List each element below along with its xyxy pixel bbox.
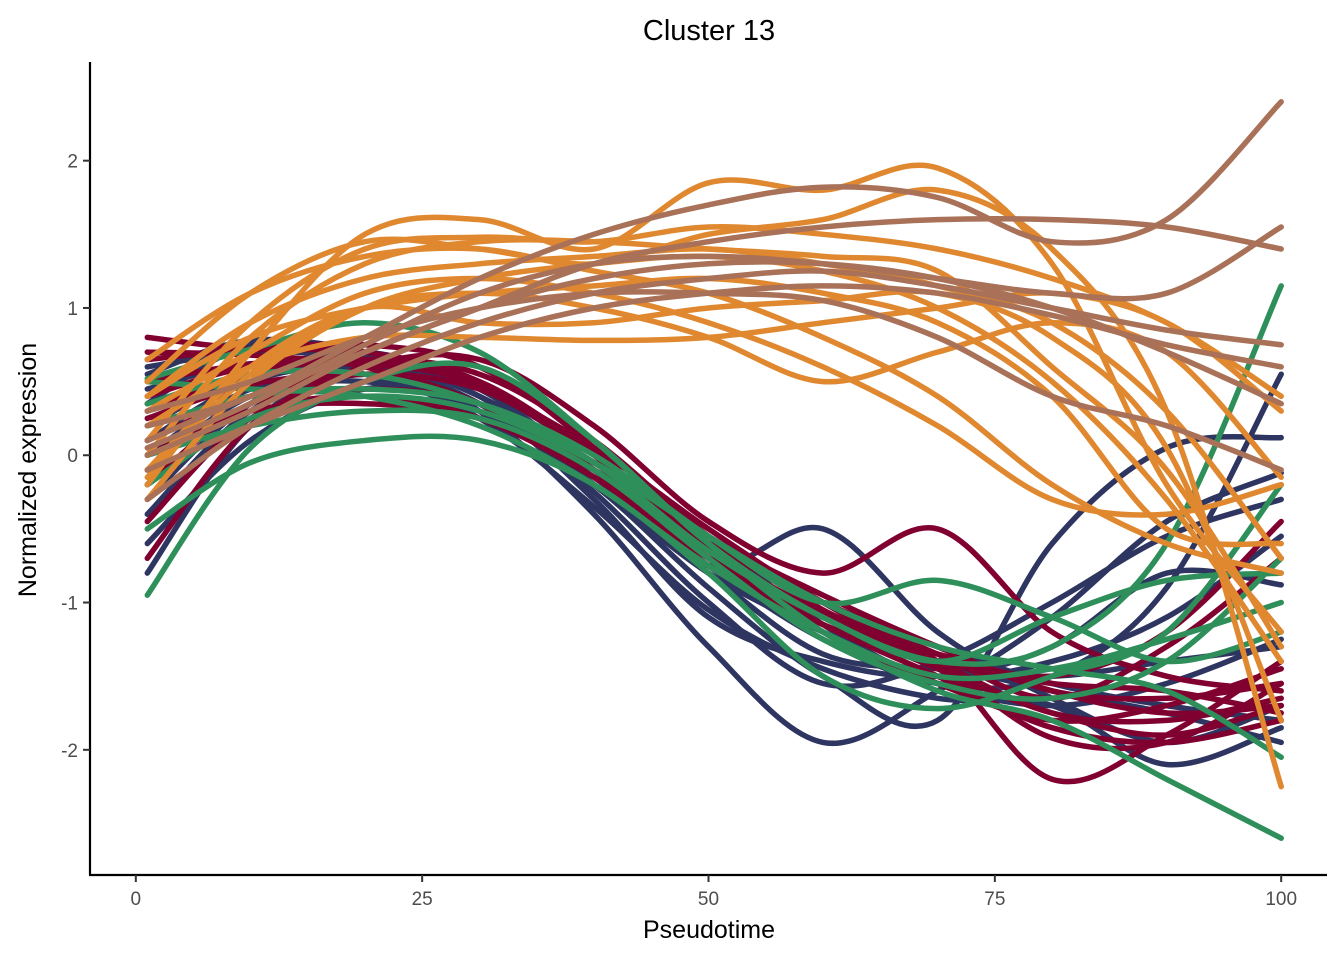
series-line-46 (144, 268, 1284, 503)
x-axis-label: Pseudotime (643, 916, 775, 944)
series-layer (144, 99, 1284, 841)
y-axis-label: Normalized expression (14, 343, 42, 597)
y-tick-label: 0 (67, 446, 78, 467)
x-tick-label: 50 (698, 889, 719, 910)
y-tick-label: 1 (67, 299, 78, 320)
series-line-26 (144, 319, 1284, 841)
y-tick-label: 2 (67, 152, 78, 173)
series-line-49 (144, 283, 1284, 473)
series-line-36 (144, 288, 1284, 724)
series-line-27 (144, 433, 1284, 712)
series-line-30 (144, 367, 1284, 665)
series-line-42 (144, 237, 1284, 650)
x-axis-ticks: 0 25 50 75 100 (131, 875, 1297, 910)
x-tick-label: 25 (412, 889, 433, 910)
x-tick-label: 100 (1265, 889, 1297, 910)
y-tick-label: -2 (61, 741, 78, 762)
series-line-29 (144, 393, 1284, 760)
chart-title: Cluster 13 (643, 15, 775, 47)
series-line-31 (144, 407, 1284, 702)
series-line-51 (144, 224, 1284, 451)
series-line-47 (144, 215, 1284, 458)
y-axis-ticks: -2 -1 0 1 2 (61, 152, 90, 762)
x-tick-label: 75 (984, 889, 1005, 910)
series-line-37 (144, 275, 1284, 518)
series-line-39 (144, 186, 1284, 790)
y-tick-label: -1 (61, 594, 78, 615)
series-line-45 (144, 99, 1284, 429)
series-line-6 (144, 378, 1284, 729)
series-line-14 (144, 351, 1284, 694)
x-tick-label: 0 (131, 889, 142, 910)
